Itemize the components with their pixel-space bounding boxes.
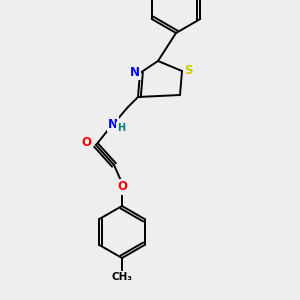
Text: N: N xyxy=(108,118,118,130)
Text: S: S xyxy=(184,64,192,76)
Text: O: O xyxy=(81,136,91,149)
Text: O: O xyxy=(117,181,127,194)
Text: CH₃: CH₃ xyxy=(112,272,133,282)
Text: H: H xyxy=(117,123,125,133)
Text: N: N xyxy=(130,65,140,79)
